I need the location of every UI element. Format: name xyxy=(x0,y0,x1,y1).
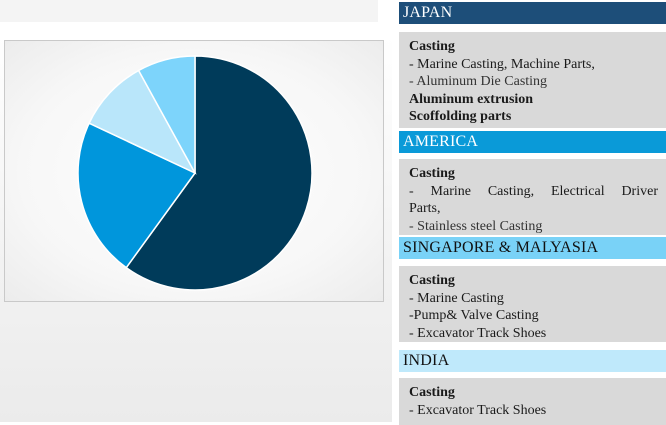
region-list: JAPAN Casting - Marine Casting, Machine … xyxy=(399,2,666,425)
product-line: Casting xyxy=(409,273,455,288)
region-name: JAPAN xyxy=(403,4,453,21)
pie-slice-3 xyxy=(88,69,197,175)
product-line: Casting xyxy=(409,385,455,400)
pie-chart xyxy=(77,55,313,291)
region-body-japan: Casting - Marine Casting, Machine Parts,… xyxy=(399,32,666,128)
region-header-india: INDIA xyxy=(399,350,666,372)
product-line: -Pump& Valve Casting xyxy=(409,308,539,323)
product-line: Aluminum extrusion xyxy=(409,91,534,107)
product-line: Casting xyxy=(409,166,455,181)
pie-chart-panel xyxy=(4,40,384,302)
product-line: - Excavator Track Shoes xyxy=(409,402,547,418)
region-header-america: AMERICA xyxy=(399,131,666,153)
pie-slice-4 xyxy=(137,55,196,174)
product-line: - Aluminum Die Casting xyxy=(409,74,548,89)
top-strip xyxy=(0,0,378,22)
region-name: SINGAPORE & MALYASIA xyxy=(403,239,599,256)
product-line: - Marine Casting, Machine Parts, xyxy=(409,56,595,72)
product-line: - Marine Casting xyxy=(409,290,504,306)
region-header-singapore-malaysia: SINGAPORE & MALYASIA xyxy=(399,237,666,259)
region-body-singapore-malaysia: Casting - Marine Casting -Pump& Valve Ca… xyxy=(399,266,666,342)
product-line: - Stainless steel Casting xyxy=(409,218,543,234)
region-header-japan: JAPAN xyxy=(399,2,666,24)
product-line: Parts, xyxy=(409,201,441,216)
pie-slice-1 xyxy=(125,55,313,291)
region-body-india: Casting - Excavator Track Shoes xyxy=(399,378,666,425)
region-name: AMERICA xyxy=(403,133,479,150)
product-line: - Marine Casting, Electrical Driver xyxy=(409,183,658,199)
region-name: INDIA xyxy=(403,352,450,369)
product-line: Casting xyxy=(409,39,455,54)
product-line: Scoffolding parts xyxy=(409,109,512,124)
product-line: - Excavator Track Shoes xyxy=(409,325,547,341)
region-body-america: Casting - Marine Casting, Electrical Dri… xyxy=(399,159,666,235)
